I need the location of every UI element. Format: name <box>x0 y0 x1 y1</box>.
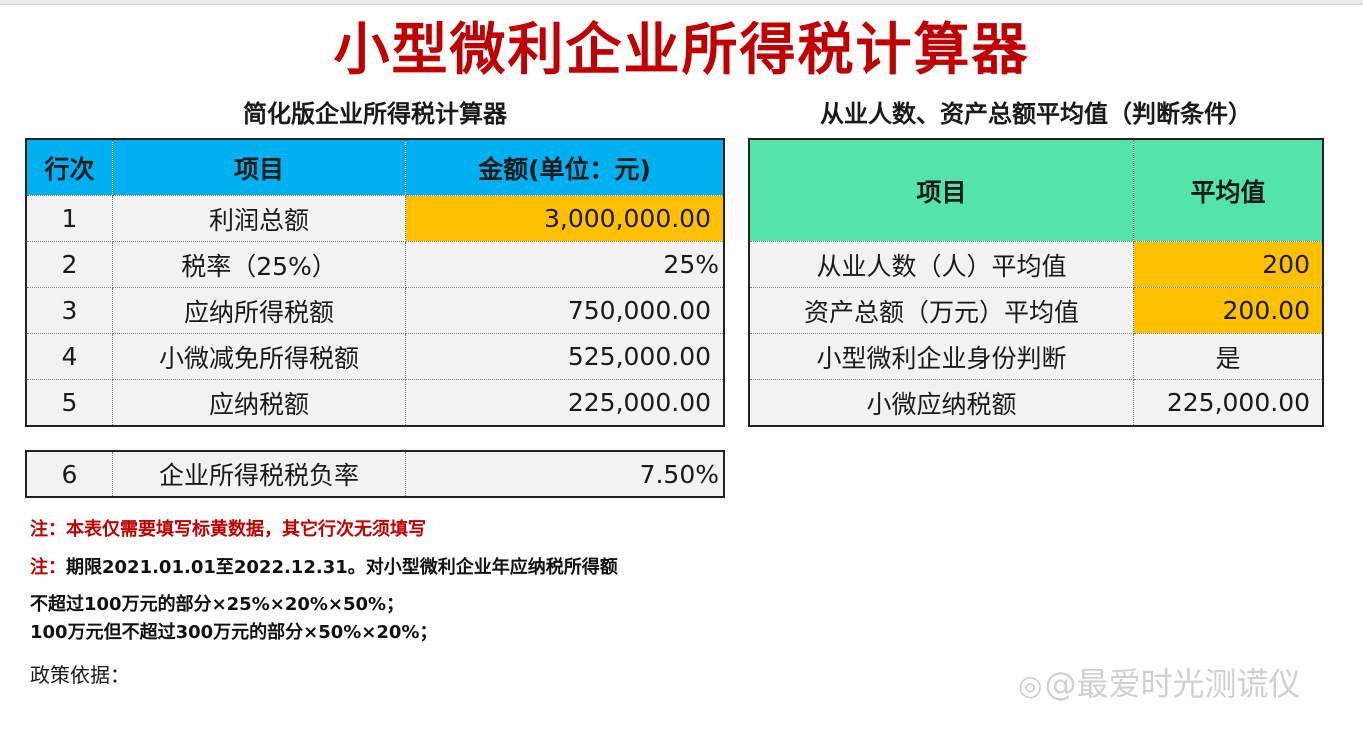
table-row: 4 小微减免所得税额 525,000.00 <box>25 333 725 380</box>
table-header-row: 项目 平均值 <box>748 138 1324 242</box>
amount-cell[interactable]: 25% <box>405 241 725 288</box>
item-cell[interactable]: 小微应纳税额 <box>748 379 1134 427</box>
small-tax-payable-cell[interactable]: 225,000.00 <box>1133 379 1324 427</box>
item-cell[interactable]: 税率（25%） <box>112 241 406 288</box>
table-row: 从业人数（人）平均值 200 <box>748 241 1324 288</box>
item-cell[interactable]: 企业所得税税负率 <box>112 450 406 498</box>
item-cell[interactable]: 小型微利企业身份判断 <box>748 333 1134 380</box>
note-rule-2: 100万元但不超过300万元的部分×50%×20%； <box>30 622 438 643</box>
note-prefix: 注： <box>30 557 66 578</box>
amount-cell[interactable]: 525,000.00 <box>405 333 725 380</box>
note-period-text: 期限2021.01.01至2022.12.31。对小型微利企业年应纳税所得额 <box>66 557 618 578</box>
note-rule-1: 不超过100万元的部分×25%×20%×50%； <box>30 594 405 615</box>
row-no-cell[interactable]: 4 <box>25 333 113 380</box>
table-row: 6 企业所得税税负率 7.50% <box>25 450 725 498</box>
table-row: 资产总额（万元）平均值 200.00 <box>748 287 1324 334</box>
asset-average-input-cell[interactable]: 200.00 <box>1133 287 1324 334</box>
table-row: 小型微利企业身份判断 是 <box>748 333 1324 380</box>
sheet-grid-strip <box>0 0 1363 5</box>
item-cell[interactable]: 小微减免所得税额 <box>112 333 406 380</box>
profit-total-input-cell[interactable]: 3,000,000.00 <box>405 195 725 242</box>
table-row: 3 应纳所得税额 750,000.00 <box>25 287 725 334</box>
table-row: 5 应纳税额 225,000.00 <box>25 379 725 427</box>
employee-average-input-cell[interactable]: 200 <box>1133 241 1324 288</box>
weibo-logo-icon: ◎ <box>1018 669 1043 702</box>
eligibility-result-cell[interactable]: 是 <box>1133 333 1324 380</box>
item-cell[interactable]: 应纳所得税额 <box>112 287 406 334</box>
item-cell[interactable]: 从业人数（人）平均值 <box>748 241 1134 288</box>
note-period: 注：期限2021.01.01至2022.12.31。对小型微利企业年应纳税所得额 <box>30 555 618 581</box>
row-no-cell[interactable]: 6 <box>25 450 113 498</box>
simplified-tax-table: 行次 项目 金额(单位：元) 1 利润总额 3,000,000.00 2 税率（… <box>25 138 725 427</box>
table-row: 2 税率（25%） 25% <box>25 241 725 288</box>
table-row: 1 利润总额 3,000,000.00 <box>25 195 725 242</box>
left-table-title: 简化版企业所得税计算器 <box>243 100 507 128</box>
item-cell[interactable]: 利润总额 <box>112 195 406 242</box>
watermark: ◎@最爱时光测谎仪 <box>1018 664 1300 706</box>
tax-burden-table: 6 企业所得税税负率 7.50% <box>25 450 725 498</box>
table-header-row: 行次 项目 金额(单位：元) <box>25 138 725 196</box>
amount-cell[interactable]: 750,000.00 <box>405 287 725 334</box>
item-cell[interactable]: 资产总额（万元）平均值 <box>748 287 1134 334</box>
note-fill-yellow: 注：本表仅需要填写标黄数据，其它行次无须填写 <box>30 519 426 540</box>
tax-burden-rate-cell[interactable]: 7.50% <box>405 450 725 498</box>
amount-cell[interactable]: 225,000.00 <box>405 379 725 427</box>
watermark-text: @最爱时光测谎仪 <box>1044 665 1301 703</box>
row-no-cell[interactable]: 1 <box>25 195 113 242</box>
header-average: 平均值 <box>1133 138 1324 242</box>
header-amount: 金额(单位：元) <box>405 138 725 196</box>
item-cell[interactable]: 应纳税额 <box>112 379 406 427</box>
header-item: 项目 <box>112 138 406 196</box>
row-no-cell[interactable]: 2 <box>25 241 113 288</box>
eligibility-table: 项目 平均值 从业人数（人）平均值 200 资产总额（万元）平均值 200.00… <box>748 138 1324 427</box>
policy-basis-label: 政策依据： <box>30 663 130 687</box>
row-no-cell[interactable]: 3 <box>25 287 113 334</box>
page-title: 小型微利企业所得税计算器 <box>333 18 1030 83</box>
row-no-cell[interactable]: 5 <box>25 379 113 427</box>
right-table-title: 从业人数、资产总额平均值（判断条件） <box>820 100 1252 128</box>
table-row: 小微应纳税额 225,000.00 <box>748 379 1324 427</box>
header-row-no: 行次 <box>25 138 113 196</box>
header-item: 项目 <box>748 138 1134 242</box>
